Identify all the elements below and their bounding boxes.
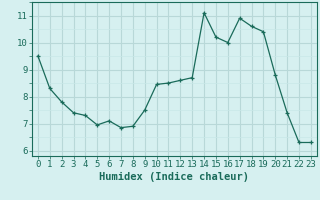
X-axis label: Humidex (Indice chaleur): Humidex (Indice chaleur) xyxy=(100,172,249,182)
